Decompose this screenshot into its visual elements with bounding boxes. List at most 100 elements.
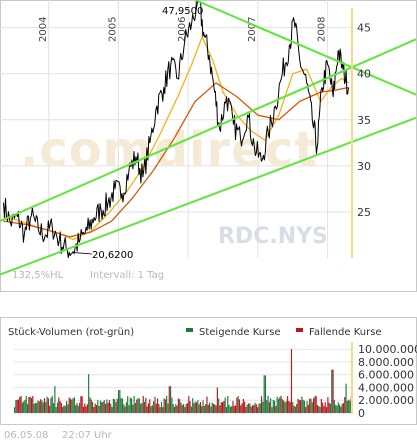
- volume-bars: [14, 349, 352, 413]
- volume-bar: [267, 395, 269, 413]
- volume-bar: [116, 398, 118, 413]
- volume-bar: [79, 402, 81, 413]
- volume-bar: [131, 398, 133, 413]
- volume-bar: [62, 406, 64, 413]
- volume-bar: [340, 406, 342, 413]
- volume-bar: [112, 398, 114, 413]
- volume-bar: [336, 405, 338, 413]
- volume-bar: [163, 398, 165, 413]
- volume-bar: [251, 405, 254, 413]
- volume-bar: [171, 397, 173, 413]
- volume-bar: [228, 404, 230, 413]
- volume-bar: [231, 406, 233, 413]
- volume-bar: [315, 395, 317, 413]
- volume-bar: [56, 402, 59, 413]
- volume-bar: [270, 398, 272, 413]
- volume-bar: [147, 403, 150, 413]
- y-tick-label-35: 35: [357, 114, 371, 127]
- volume-bar: [280, 395, 282, 413]
- y-tick-labels: 25 30 35 40 45: [357, 22, 371, 219]
- volume-bar: [114, 399, 116, 413]
- volume-bar: [268, 402, 270, 413]
- volume-bar: [301, 396, 303, 413]
- volume-bar: [276, 396, 278, 413]
- volume-bar: [136, 399, 138, 413]
- volume-bar: [227, 396, 229, 413]
- volume-bar: [98, 405, 100, 413]
- volume-bar: [16, 399, 18, 413]
- volume-bar: [32, 396, 34, 413]
- volume-bar: [55, 407, 57, 413]
- volume-bar: [225, 406, 228, 413]
- volume-bar: [71, 399, 73, 413]
- volume-bar: [186, 403, 189, 413]
- volume-bar: [89, 397, 91, 413]
- volume-bar: [319, 407, 321, 413]
- volume-bar: [180, 402, 182, 413]
- volume-bar: [190, 406, 192, 413]
- volume-bar: [94, 403, 96, 413]
- volume-y-tick-labels: 02.000.0004.000.0006.000.0008.000.00010.…: [358, 343, 417, 420]
- volume-bar: [320, 399, 322, 413]
- volume-bar: [241, 403, 243, 413]
- volume-bar: [80, 396, 82, 413]
- volume-bar: [40, 399, 42, 413]
- volume-bar: [233, 406, 235, 413]
- volume-bar: [229, 406, 231, 413]
- volume-bar: [289, 402, 291, 413]
- volume-bar: [125, 402, 127, 413]
- x-tick-label-2008: 2008: [317, 17, 328, 42]
- volume-bar: [20, 395, 22, 413]
- volume-bar: [209, 402, 211, 413]
- high-annotation: 47,9500: [162, 6, 203, 17]
- volume-bar: [196, 402, 198, 413]
- volume-bar: [248, 403, 250, 413]
- volume-bar: [281, 399, 283, 413]
- volume-bar: [54, 386, 56, 413]
- watermark: .comdirect: [20, 122, 318, 178]
- volume-bar: [274, 400, 276, 413]
- volume-bar: [27, 404, 29, 413]
- volume-y-tick-label-2: 4.000.000: [358, 381, 414, 394]
- volume-bar: [37, 400, 39, 413]
- volume-bar: [259, 403, 261, 413]
- volume-bar: [81, 396, 83, 413]
- volume-bar: [322, 402, 324, 413]
- volume-y-tick-label-5: 10.000.000: [358, 343, 417, 356]
- volume-bar: [342, 403, 345, 413]
- volume-bar: [111, 406, 113, 413]
- y-tick-label-45: 45: [357, 22, 371, 35]
- volume-bar: [84, 403, 86, 413]
- volume-bar: [300, 400, 302, 413]
- volume-bar: [134, 402, 137, 413]
- volume-bar: [307, 404, 309, 413]
- volume-bar: [21, 402, 23, 413]
- footer-interval-label: Intervall: 1 Tag: [90, 270, 164, 281]
- volume-bar: [66, 401, 68, 413]
- volume-bar: [344, 397, 346, 413]
- y-tick-label-30: 30: [357, 160, 371, 173]
- volume-bar: [305, 407, 307, 413]
- volume-bar: [288, 400, 290, 413]
- trendline-0: [0, 38, 417, 223]
- price-series-layer: [2, 1, 350, 258]
- volume-bar: [23, 401, 25, 413]
- high-annotation-leader: [195, 1, 199, 12]
- volume-bar: [310, 398, 312, 413]
- volume-bar: [223, 400, 225, 413]
- volume-bar: [263, 375, 265, 413]
- volume-bar: [53, 403, 55, 413]
- volume-bar: [279, 397, 281, 413]
- volume-bar: [142, 395, 144, 413]
- volume-bar: [257, 407, 259, 413]
- volume-bar: [201, 406, 203, 413]
- low-annotation-leader: [74, 252, 93, 255]
- volume-bar: [115, 402, 117, 413]
- volume-bar: [110, 403, 112, 413]
- volume-bar: [203, 405, 205, 413]
- volume-bar: [245, 406, 247, 413]
- volume-bar: [153, 401, 155, 413]
- volume-bar: [244, 401, 246, 413]
- price-grid: [0, 0, 352, 258]
- symbol-label: RDC.NYS: [218, 224, 328, 249]
